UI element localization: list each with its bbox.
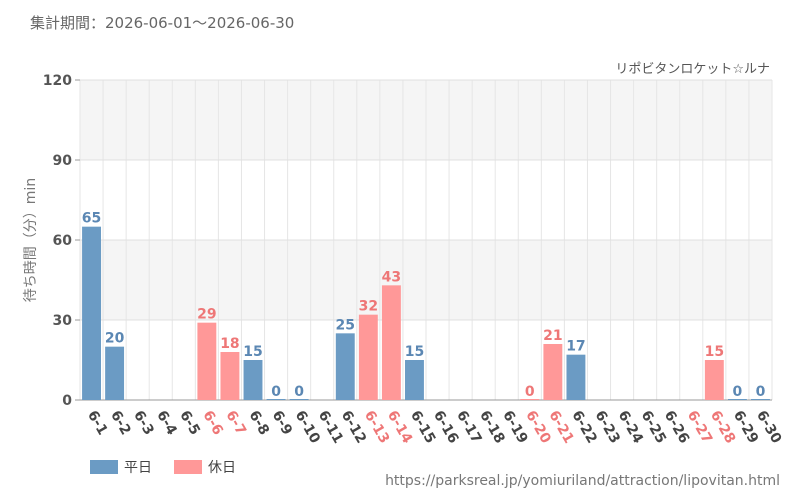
x-tick-label: 6-9	[269, 408, 296, 438]
chart-title: リポビタンロケット☆ルナ	[615, 62, 770, 77]
bar-6-14	[381, 285, 401, 400]
x-tick-label: 6-3	[130, 408, 157, 438]
value-label-6-12: 25	[336, 317, 355, 333]
value-label-6-13: 32	[359, 299, 378, 315]
value-label-6-22: 17	[566, 339, 585, 355]
legend-item-holiday: 休日	[174, 457, 236, 477]
bar-6-22	[566, 354, 586, 400]
legend-label-weekday: 平日	[124, 460, 152, 476]
y-axis-ticks: 0 30 60 90 120	[43, 73, 72, 409]
x-tick-label: 6-7	[222, 408, 249, 438]
value-label-6-15: 15	[405, 344, 424, 360]
bar-6-10	[289, 399, 309, 400]
bar-6-6	[197, 322, 217, 400]
bar-6-12	[335, 333, 355, 400]
horizontal-gridlines	[75, 79, 772, 401]
legend-swatch-weekday	[90, 460, 118, 474]
bar-6-21	[543, 344, 563, 400]
legend: 平日 休日	[90, 457, 258, 477]
bar-6-1	[82, 226, 101, 400]
value-label-6-20: 0	[525, 384, 535, 400]
bars	[82, 226, 770, 400]
value-label-6-7: 18	[220, 336, 239, 352]
y-tick-label: 60	[53, 233, 73, 249]
value-label-6-29: 0	[733, 384, 743, 400]
bar-6-13	[358, 314, 378, 400]
value-label-6-6: 29	[197, 307, 216, 323]
bar-6-30	[751, 399, 770, 400]
bar-6-2	[105, 346, 125, 400]
bar-6-28	[704, 360, 724, 400]
x-tick-label: 6-5	[176, 408, 203, 438]
value-label-6-30: 0	[756, 384, 766, 400]
bar-6-7	[220, 352, 240, 400]
value-label-6-21: 21	[543, 328, 562, 344]
value-label-6-10: 0	[294, 384, 304, 400]
x-tick-label: 6-4	[153, 408, 180, 438]
x-axis-ticks: 6-16-26-36-46-56-66-76-86-96-106-116-126…	[84, 408, 784, 447]
x-tick-label: 6-2	[107, 408, 134, 438]
bar-6-9	[266, 399, 286, 400]
value-label-6-2: 20	[105, 331, 125, 347]
bar-6-8	[243, 360, 263, 400]
y-tick-label: 90	[53, 153, 73, 169]
bar-6-20	[520, 399, 540, 400]
y-axis-title: 待ち時間（分）min	[23, 178, 39, 302]
value-label-6-8: 15	[243, 344, 262, 360]
value-label-6-28: 15	[705, 344, 724, 360]
value-label-6-14: 43	[382, 269, 401, 285]
x-tick-label: 6-8	[246, 408, 273, 438]
value-label-6-9: 0	[271, 384, 281, 400]
legend-label-holiday: 休日	[208, 460, 236, 476]
bar-6-29	[727, 399, 747, 400]
x-tick-label: 6-30	[753, 408, 785, 447]
y-tick-label: 0	[62, 393, 72, 409]
x-tick-label: 6-6	[199, 408, 226, 438]
source-url: https://parksreal.jp/yomiuriland/attract…	[385, 473, 780, 489]
legend-swatch-holiday	[174, 460, 202, 474]
y-tick-label: 30	[53, 313, 73, 329]
y-tick-label: 120	[43, 73, 72, 89]
value-label-6-1: 65	[82, 211, 101, 227]
bar-6-15	[405, 360, 424, 400]
period-label: 集計期間：2026-06-01～2026-06-30	[30, 14, 295, 32]
x-tick-label: 6-1	[84, 408, 111, 438]
legend-item-weekday: 平日	[90, 457, 152, 477]
